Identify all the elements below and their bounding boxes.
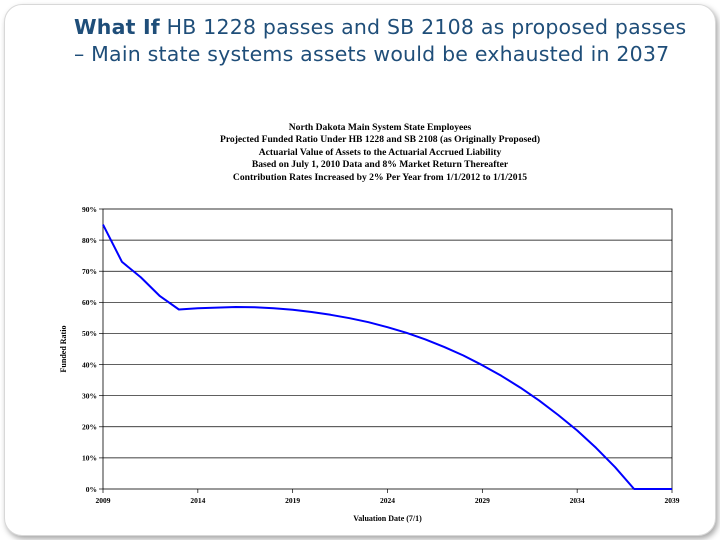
chart-title: North Dakota Main System State Employees… [80,122,680,184]
y-tick-label: 60% [82,298,97,307]
x-tick-label: 2009 [96,496,111,505]
x-tick-label: 2039 [665,496,680,505]
y-tick-label: 10% [82,454,97,463]
funded-ratio-line [102,224,672,490]
slide-title-rest: HB 1228 passes and SB 2108 as proposed p… [74,15,687,66]
chart-title-line-2: Projected Funded Ratio Under HB 1228 and… [219,134,541,146]
y-tick-label: 70% [82,267,97,276]
y-axis-ticks: 0% 10% 20% 30% 40% 50% 60% 70% 80% 90% [82,205,103,494]
y-tick-label: 30% [82,391,97,400]
x-tick-label: 2034 [570,496,585,505]
chart-title-line-5: Contribution Rates Increased by 2% Per Y… [232,171,528,183]
y-tick-label: 80% [82,236,97,245]
x-tick-label: 2029 [475,496,490,505]
x-tick-label: 2014 [190,496,205,505]
x-tick-label: 2024 [380,496,395,505]
chart-title-line-3: Actuarial Value of Assets to the Actuari… [258,146,502,158]
x-axis-ticks: 2009 2014 2019 2024 2029 2034 2039 [96,489,680,505]
x-tick-label: 2019 [285,496,300,505]
slide-title: What If HB 1228 passes and SB 2108 as pr… [74,14,694,68]
y-tick-label: 0% [86,485,97,494]
y-tick-label: 90% [82,205,97,214]
plot-frame [102,208,673,490]
slide-frame [4,4,716,536]
y-tick-label: 20% [82,423,97,432]
y-tick-label: 40% [82,360,97,369]
y-axis-label: Funded Ratio [59,326,68,373]
x-axis-label: Valuation Date (7/1) [353,514,422,523]
slide-title-lead: What If [74,15,160,39]
chart-title-line-1: North Dakota Main System State Employees [288,122,472,133]
y-tick-label: 50% [82,329,97,338]
gridlines [103,239,672,459]
chart-title-line-4: Based on July 1, 2010 Data and 8% Market… [251,159,509,171]
